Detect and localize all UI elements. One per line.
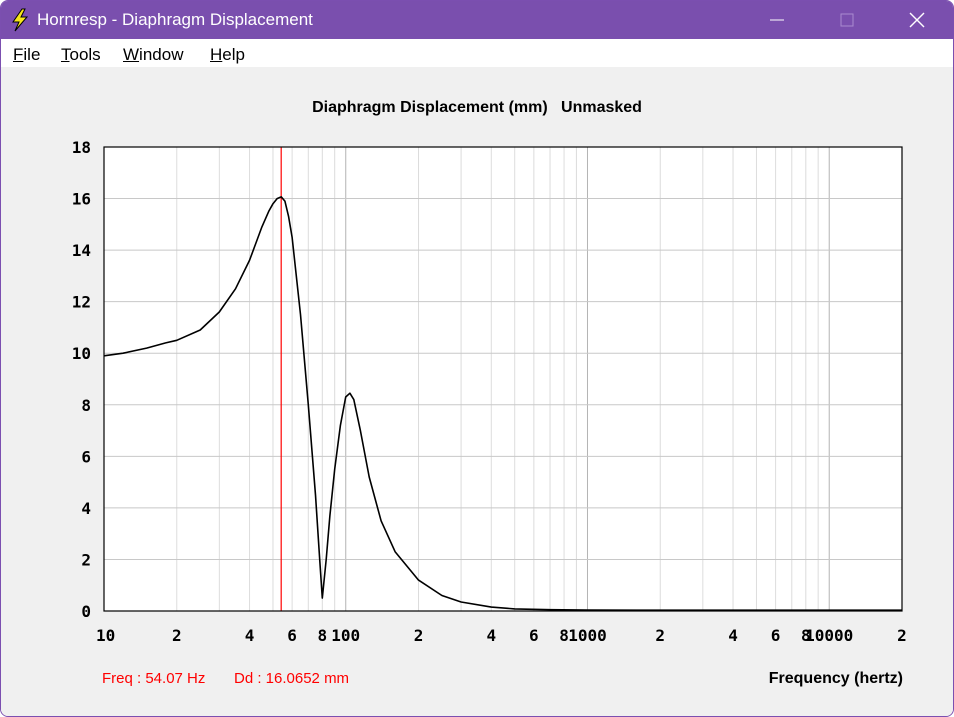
x-tick-label: 10 [96,626,115,645]
minimize-button[interactable] [747,1,807,39]
x-tick-label: 8 [801,626,811,645]
x-tick-label: 8 [317,626,327,645]
x-tick-label: 4 [245,626,255,645]
y-tick-label: 14 [72,241,91,260]
x-tick-label: 1000 [568,626,607,645]
menu-tools[interactable]: Tools [61,45,101,64]
plot-frame [103,146,903,612]
x-tick-label: 100 [331,626,360,645]
plot-background [104,147,902,611]
x-tick-label: 4 [728,626,738,645]
displacement-curve [103,196,902,612]
y-tick-label: 16 [72,190,91,209]
window-title: Hornresp - Diaphragm Displacement [37,10,313,29]
close-button[interactable] [887,1,947,39]
lightning-icon [12,8,29,32]
maximize-button[interactable] [817,1,877,39]
y-tick-label: 12 [72,293,91,312]
x-tick-label: 6 [771,626,781,645]
x-tick-label: 6 [529,626,539,645]
x-tick-label: 2 [655,626,665,645]
x-tick-label: 6 [287,626,297,645]
x-tick-label: 2 [414,626,424,645]
y-tick-label: 8 [81,396,91,415]
y-tick-label: 4 [81,499,91,518]
y-tick-label: 2 [81,550,91,569]
menu-window[interactable]: Window [123,45,184,64]
x-axis-label: Frequency (hertz) [768,670,903,687]
close-icon [909,12,925,28]
x-tick-label: 2 [172,626,182,645]
minimize-icon [770,19,784,21]
chart-title: Diaphragm Displacement (mm) Unmasked [312,99,642,116]
maximize-icon [840,13,854,27]
freq-readout: Freq : 54.07 Hz [102,670,206,687]
y-tick-label: 10 [72,344,91,363]
title-bar[interactable]: Hornresp - Diaphragm Displacement [1,1,953,39]
menu-file[interactable]: File [13,45,41,64]
menu-help[interactable]: Help [210,45,245,64]
y-tick-label: 6 [81,447,91,466]
x-tick-label: 4 [486,626,496,645]
displacement-readout: Dd : 16.0652 mm [234,670,350,687]
y-tick-label: 0 [81,602,91,621]
y-tick-label: 18 [72,138,91,157]
menu-bar: File Tools Window Help [1,39,953,67]
x-tick-label: 2 [897,626,907,645]
chart-area[interactable]: Diaphragm Displacement (mm) Unmasked 0 2 4… [1,67,953,716]
x-tick-label: 10000 [805,626,853,645]
x-tick-label: 8 [559,626,569,645]
